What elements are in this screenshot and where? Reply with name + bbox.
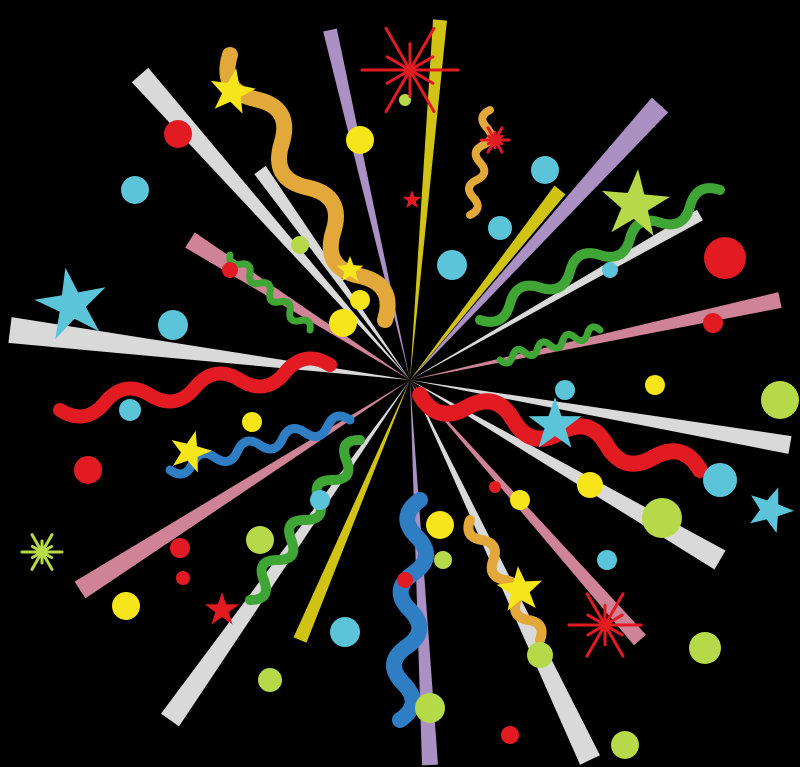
confetti-dot bbox=[527, 642, 553, 668]
confetti-dot bbox=[121, 176, 149, 204]
light-ray bbox=[410, 380, 600, 765]
light-ray bbox=[131, 67, 410, 380]
sparkle-shape bbox=[479, 126, 511, 154]
confetti-dot bbox=[176, 571, 190, 585]
confetti-dot bbox=[222, 262, 238, 278]
confetti-dot bbox=[74, 456, 102, 484]
confetti-dot bbox=[246, 526, 274, 554]
light-ray bbox=[410, 380, 792, 454]
light-ray bbox=[410, 97, 669, 381]
light-ray bbox=[185, 232, 410, 380]
star-shape bbox=[171, 430, 212, 473]
confetti-dot bbox=[310, 490, 330, 510]
confetti-dot bbox=[602, 262, 618, 278]
ribbon-streamer bbox=[465, 106, 495, 219]
ribbon-streamer bbox=[226, 251, 314, 334]
sparkle-arm bbox=[385, 55, 435, 85]
confetti-dot bbox=[704, 237, 746, 279]
confetti-dot bbox=[645, 375, 665, 395]
confetti-dot bbox=[761, 381, 799, 419]
confetti-dot bbox=[703, 313, 723, 333]
light-ray bbox=[410, 19, 447, 381]
light-ray bbox=[293, 380, 410, 643]
sparkle-shape bbox=[360, 26, 460, 114]
star-shape bbox=[210, 68, 256, 114]
confetti-dot bbox=[597, 550, 617, 570]
confetti-dot bbox=[170, 538, 190, 558]
confetti-dot bbox=[112, 592, 140, 620]
confetti-dot bbox=[489, 481, 501, 493]
star-shape bbox=[496, 566, 543, 611]
ribbon-streamer bbox=[245, 434, 365, 606]
confetti-dot bbox=[291, 236, 309, 254]
star-shape bbox=[204, 592, 240, 625]
sparkle-shape bbox=[20, 533, 64, 571]
ribbon-streamer bbox=[463, 515, 547, 645]
confetti-dot bbox=[555, 380, 575, 400]
confetti-dot bbox=[164, 120, 192, 148]
confetti-dot bbox=[488, 216, 512, 240]
star-shapes bbox=[34, 68, 794, 625]
confetti-dot bbox=[501, 726, 519, 744]
star-shape bbox=[601, 169, 671, 236]
star-shape bbox=[336, 256, 364, 282]
confetti-dot bbox=[346, 126, 374, 154]
star-shape bbox=[528, 397, 582, 448]
light-rays bbox=[8, 19, 792, 766]
streamers bbox=[53, 47, 725, 728]
confetti-dot bbox=[510, 490, 530, 510]
confetti-dot bbox=[350, 290, 370, 310]
confetti-dot bbox=[703, 463, 737, 497]
confetti-dots bbox=[74, 94, 799, 759]
light-ray bbox=[410, 209, 703, 380]
light-ray bbox=[254, 165, 410, 380]
ribbon-streamer bbox=[475, 183, 725, 327]
confetti-dot bbox=[434, 551, 452, 569]
ribbon-streamer bbox=[496, 323, 604, 367]
confetti-dot bbox=[531, 156, 559, 184]
confetti-dot bbox=[577, 472, 603, 498]
star-shape bbox=[750, 487, 794, 534]
light-ray bbox=[410, 380, 646, 646]
confetti-dot bbox=[689, 632, 721, 664]
confetti-dot bbox=[611, 731, 639, 759]
sparkle-arm bbox=[30, 545, 54, 559]
light-ray bbox=[410, 185, 566, 380]
confetti-dot bbox=[258, 668, 282, 692]
sparkle-shapes bbox=[20, 26, 643, 658]
sparkle-arm bbox=[586, 613, 624, 637]
ribbon-streamer bbox=[219, 47, 396, 328]
ribbon-streamer bbox=[386, 492, 434, 728]
confetti-dot bbox=[119, 399, 141, 421]
sparkle-arm bbox=[486, 134, 504, 146]
confetti-dot bbox=[330, 617, 360, 647]
confetti-dot bbox=[158, 310, 188, 340]
confetti-dot bbox=[242, 412, 262, 432]
confetti-dot bbox=[437, 250, 467, 280]
confetti-dot bbox=[397, 572, 413, 588]
star-shape bbox=[34, 267, 106, 340]
confetti-dot bbox=[329, 309, 357, 337]
confetti-dot bbox=[415, 693, 445, 723]
star-shape bbox=[402, 190, 422, 209]
confetti-dot bbox=[426, 511, 454, 539]
confetti-dot bbox=[642, 498, 682, 538]
sparkle-shape bbox=[567, 592, 643, 658]
ribbon-streamer bbox=[53, 351, 337, 424]
confetti-dot bbox=[399, 94, 411, 106]
